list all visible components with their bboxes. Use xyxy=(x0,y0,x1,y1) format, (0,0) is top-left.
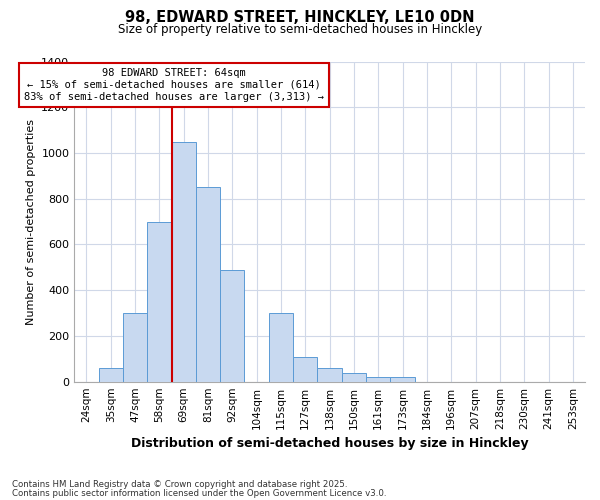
Bar xyxy=(147,222,172,382)
Bar xyxy=(123,313,147,382)
Bar xyxy=(342,372,366,382)
Bar xyxy=(98,368,123,382)
X-axis label: Distribution of semi-detached houses by size in Hinckley: Distribution of semi-detached houses by … xyxy=(131,437,529,450)
Bar xyxy=(196,188,220,382)
Text: Size of property relative to semi-detached houses in Hinckley: Size of property relative to semi-detach… xyxy=(118,22,482,36)
Bar xyxy=(220,270,244,382)
Bar xyxy=(391,377,415,382)
Text: Contains public sector information licensed under the Open Government Licence v3: Contains public sector information licen… xyxy=(12,489,386,498)
Bar xyxy=(172,142,196,382)
Text: 98 EDWARD STREET: 64sqm
← 15% of semi-detached houses are smaller (614)
83% of s: 98 EDWARD STREET: 64sqm ← 15% of semi-de… xyxy=(24,68,324,102)
Bar xyxy=(366,377,391,382)
Y-axis label: Number of semi-detached properties: Number of semi-detached properties xyxy=(26,118,35,324)
Bar xyxy=(317,368,342,382)
Text: 98, EDWARD STREET, HINCKLEY, LE10 0DN: 98, EDWARD STREET, HINCKLEY, LE10 0DN xyxy=(125,10,475,25)
Bar xyxy=(269,313,293,382)
Text: Contains HM Land Registry data © Crown copyright and database right 2025.: Contains HM Land Registry data © Crown c… xyxy=(12,480,347,489)
Bar xyxy=(293,356,317,382)
